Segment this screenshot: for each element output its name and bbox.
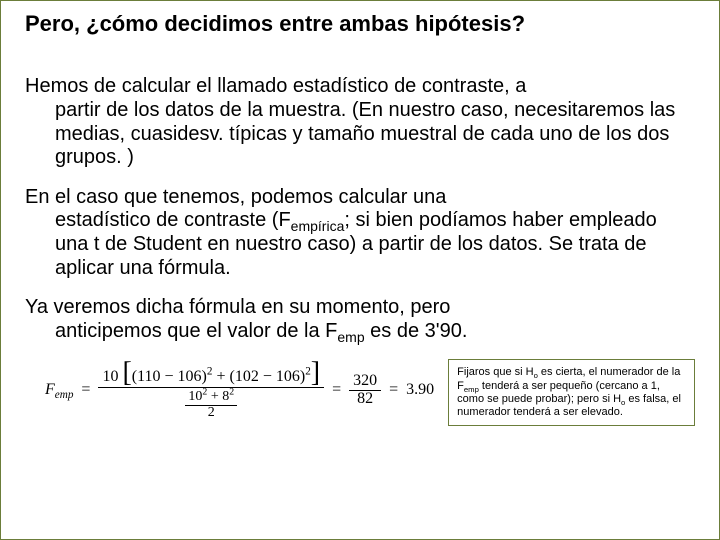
paragraph-2: En el caso que tenemos, podemos calcular… (25, 186, 695, 280)
mid-den: 82 (353, 391, 377, 408)
n2b: 106 (276, 368, 300, 385)
bracket-close-icon: ] (311, 357, 320, 388)
main-den: 102 + 82 2 (181, 388, 241, 420)
inner-num: 102 + 82 (185, 390, 237, 406)
para3-rest-b: es de 3'90. (365, 320, 468, 342)
inner-fraction: 102 + 82 2 (185, 390, 237, 420)
formula-row: Femp = 10 [(110 − 106)2 + (102 − 106)2] … (25, 359, 695, 426)
para3-first: Ya veremos dicha fórmula en su momento, … (25, 296, 450, 318)
para2-first: En el caso que tenemos, podemos calcular… (25, 186, 446, 208)
slide-title: Pero, ¿cómo decidimos entre ambas hipóte… (25, 11, 695, 37)
bracket-open-icon: [ (122, 357, 131, 388)
para2-rest-a: estadístico de contraste (F (55, 209, 291, 231)
dsq2: 2 (229, 387, 234, 398)
formula-lhs: Femp (45, 381, 73, 399)
n2a: 102 (235, 368, 259, 385)
main-fraction: 10 [(110 − 106)2 + (102 − 106)2] 102 + 8… (98, 359, 324, 420)
mid-fraction: 320 82 (349, 373, 381, 408)
para1-rest: partir de los datos de la muestra. (En n… (25, 99, 695, 170)
para3-rest: anticipemos que el valor de la Femp es d… (25, 320, 695, 344)
dsq1: 2 (202, 387, 207, 398)
paragraph-3: Ya veremos dicha fórmula en su momento, … (25, 296, 695, 343)
formula: Femp = 10 [(110 − 106)2 + (102 − 106)2] … (25, 359, 434, 420)
para3-rest-a: anticipemos que el valor de la F (55, 320, 337, 342)
mid-num: 320 (349, 373, 381, 391)
n1a: 110 (137, 368, 160, 385)
equals-2: = (332, 381, 341, 399)
equals-1: = (81, 381, 90, 399)
sq1: 2 (207, 366, 213, 378)
formula-result: 3.90 (406, 381, 434, 399)
para1-first: Hemos de calcular el llamado estadístico… (25, 75, 526, 97)
formula-lhs-sub: emp (55, 389, 74, 401)
paragraph-1: Hemos de calcular el llamado estadístico… (25, 75, 695, 169)
para2-rest: estadístico de contraste (Fempírica; si … (25, 209, 695, 280)
formula-var: F (45, 381, 55, 398)
para2-sub: empírica (291, 218, 345, 234)
d1: 10 (188, 389, 202, 404)
note-box: Fijaros que si Ho es cierta, el numerado… (448, 359, 695, 426)
inner-den: 2 (205, 406, 218, 421)
num-factor: 10 (102, 368, 118, 385)
n1b: 106 (178, 368, 202, 385)
main-num: 10 [(110 − 106)2 + (102 − 106)2] (98, 359, 324, 388)
note-t1: Fijaros que si H (457, 366, 533, 378)
slide-container: Pero, ¿cómo decidimos entre ambas hipóte… (0, 0, 720, 540)
equals-3: = (389, 381, 398, 399)
para3-sub: emp (337, 329, 364, 345)
